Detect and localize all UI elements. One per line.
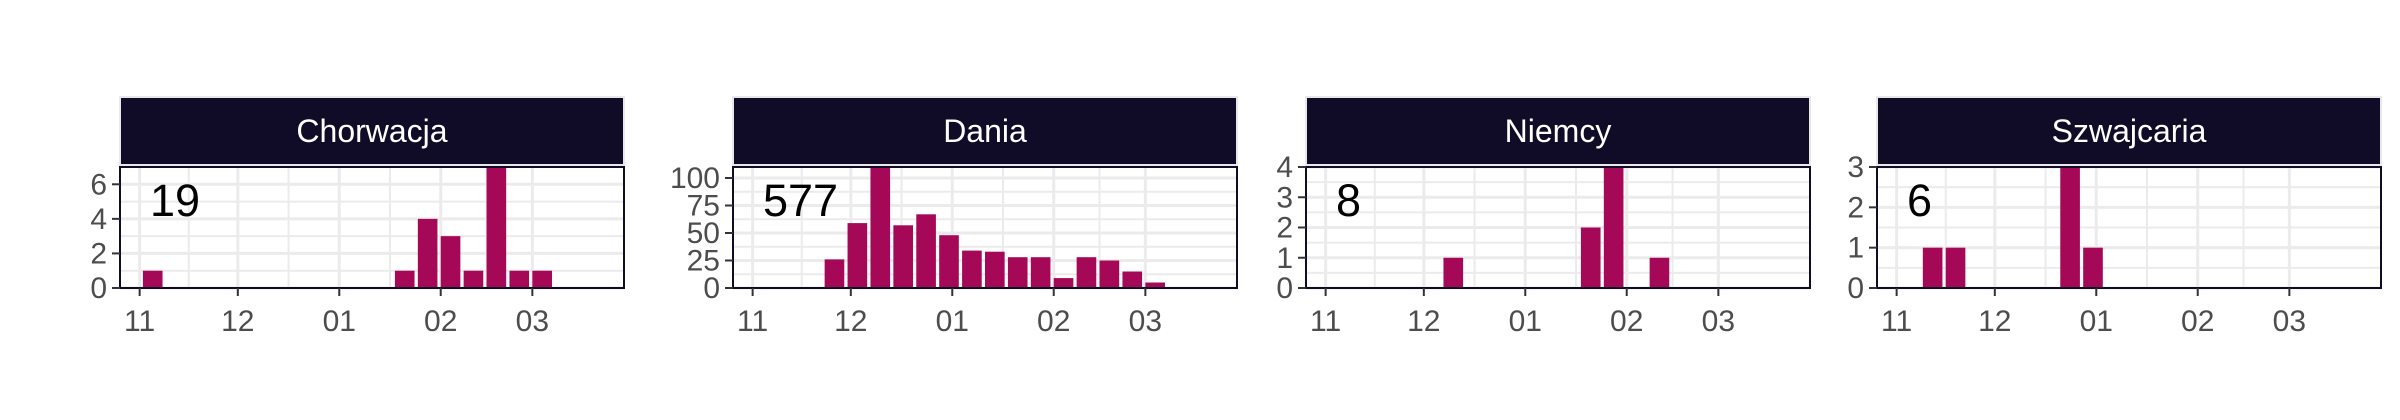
x-tick-label: 03 — [516, 305, 549, 338]
x-tick-label: 11 — [737, 305, 768, 338]
facet-strip — [1305, 96, 1811, 166]
y-tick-label: 0 — [90, 272, 107, 305]
y-tick-label: 25 — [687, 245, 720, 278]
x-tick-label: 02 — [424, 305, 457, 338]
x-tick-label: 03 — [2273, 305, 2306, 338]
bar — [939, 235, 959, 288]
count-label: 8 — [1336, 175, 1361, 226]
bar — [394, 270, 415, 288]
facet-strip — [1876, 96, 2382, 166]
x-tick-label: 01 — [936, 305, 969, 338]
x-tick-label: 11 — [1310, 305, 1341, 338]
bar — [1443, 257, 1464, 288]
x-tick-label: 12 — [1978, 305, 2011, 338]
bar — [417, 218, 438, 288]
bar — [2083, 247, 2103, 288]
bar — [824, 259, 845, 288]
bar — [1076, 257, 1097, 288]
bar — [142, 270, 163, 288]
facet-strip — [732, 96, 1238, 166]
y-tick-label: 0 — [1276, 272, 1293, 305]
count-label: 19 — [150, 175, 200, 226]
bar — [1099, 260, 1120, 288]
panel-border — [1876, 166, 2382, 289]
bar — [486, 167, 507, 288]
bar — [463, 270, 484, 288]
bar — [985, 251, 1005, 288]
bar — [1053, 278, 1074, 288]
panel-background — [120, 167, 624, 288]
y-tick-label: 1 — [1847, 232, 1864, 265]
panel-border — [732, 166, 1238, 289]
y-tick-label: 2 — [90, 237, 107, 270]
bar — [1580, 227, 1601, 288]
y-tick-label: 0 — [1847, 272, 1864, 305]
bar — [847, 223, 868, 288]
bar — [962, 250, 982, 288]
facet-title: Szwajcaria — [2052, 113, 2207, 149]
bar — [1649, 257, 1670, 288]
y-tick-label: 3 — [1847, 151, 1864, 184]
x-tick-label: 02 — [1610, 305, 1643, 338]
bar — [1030, 257, 1051, 288]
x-tick-label: 01 — [323, 305, 356, 338]
x-tick-label: 12 — [221, 305, 254, 338]
count-label: 577 — [763, 175, 838, 226]
x-tick-label: 02 — [2181, 305, 2214, 338]
x-tick-label: 03 — [1129, 305, 1162, 338]
x-tick-label: 12 — [834, 305, 867, 338]
facet-title: Dania — [943, 113, 1027, 149]
y-tick-label: 50 — [687, 217, 720, 250]
bar — [916, 214, 936, 288]
panel-border — [119, 166, 625, 289]
facet-title: Chorwacja — [296, 113, 447, 149]
y-tick-label: 2 — [1847, 191, 1864, 224]
x-tick-label: 11 — [124, 305, 155, 338]
count-label: 6 — [1907, 175, 1932, 226]
bar — [893, 225, 913, 288]
bar — [1007, 257, 1028, 288]
bar — [1603, 167, 1624, 288]
x-tick-label: 11 — [1881, 305, 1912, 338]
bar — [509, 270, 530, 288]
bar — [532, 270, 552, 288]
bar — [440, 236, 461, 288]
bar — [2060, 167, 2080, 288]
facet-title: Niemcy — [1505, 113, 1612, 149]
y-tick-label: 4 — [90, 203, 107, 236]
y-tick-label: 0 — [703, 272, 720, 305]
bar — [1145, 282, 1165, 288]
y-tick-label: 3 — [1276, 181, 1293, 214]
y-tick-label: 4 — [1276, 151, 1293, 184]
y-tick-label: 1 — [1276, 242, 1293, 275]
x-tick-label: 03 — [1702, 305, 1735, 338]
y-tick-label: 75 — [687, 190, 720, 223]
facet-strip — [119, 96, 625, 166]
y-tick-label: 6 — [90, 168, 107, 201]
x-tick-label: 01 — [2080, 305, 2113, 338]
x-tick-label: 01 — [1509, 305, 1542, 338]
bar — [1122, 271, 1143, 288]
y-tick-label: 2 — [1276, 212, 1293, 245]
x-tick-label: 02 — [1037, 305, 1070, 338]
bar — [1922, 247, 1943, 288]
bar — [870, 167, 891, 288]
y-tick-label: 100 — [670, 162, 720, 195]
x-tick-label: 12 — [1407, 305, 1440, 338]
bar — [1945, 247, 1966, 288]
